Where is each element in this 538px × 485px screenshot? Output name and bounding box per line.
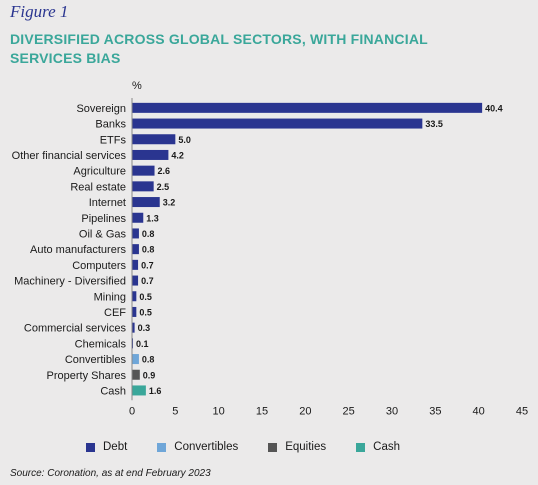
x-tick-label: 20: [299, 405, 311, 417]
bar: [132, 385, 146, 396]
category-label: Chemicals: [75, 338, 127, 350]
category-label: Agriculture: [73, 166, 126, 178]
value-label: 1.3: [146, 213, 159, 223]
category-label: Sovereign: [76, 103, 126, 115]
x-tick-label: 40: [473, 405, 485, 417]
bar: [132, 149, 169, 160]
figure-label: Figure 1: [10, 2, 69, 21]
value-label: 3.2: [163, 198, 176, 208]
category-label: Convertibles: [65, 354, 127, 366]
value-label: 0.1: [136, 339, 149, 349]
category-label: CEF: [104, 307, 126, 319]
bar: [132, 118, 423, 129]
legend-swatch: [268, 442, 278, 452]
value-label: 0.3: [138, 323, 151, 333]
category-label: ETFs: [100, 134, 127, 146]
bar: [132, 291, 137, 302]
bar: [132, 102, 483, 113]
x-tick-label: 25: [343, 405, 355, 417]
legend: Debt Convertibles Equities Cash: [86, 441, 430, 453]
value-label: 1.6: [149, 386, 162, 396]
value-label: 0.7: [141, 276, 154, 286]
legend-label: Equities: [285, 441, 327, 453]
value-label: 0.8: [142, 245, 155, 255]
legend-swatch: [86, 442, 95, 452]
category-label: Computers: [72, 260, 126, 272]
category-label: Auto manufacturers: [30, 244, 126, 256]
legend-label: Convertibles: [174, 441, 239, 453]
bar: [132, 197, 160, 208]
bar: [132, 369, 140, 380]
x-tick-label: 45: [516, 405, 528, 417]
legend-label: Cash: [373, 441, 400, 453]
legend-item: Equities: [268, 441, 326, 453]
bar: [132, 244, 139, 255]
category-label: Banks: [95, 119, 126, 131]
value-label: 0.5: [139, 307, 152, 317]
category-label: Property Shares: [47, 370, 127, 382]
x-tick-label: 5: [172, 405, 178, 417]
value-label: 40.4: [485, 103, 503, 113]
bar: [132, 165, 155, 176]
value-label: 0.7: [141, 260, 154, 270]
legend-swatch: [157, 442, 167, 452]
bar: [132, 354, 139, 365]
category-label: Real estate: [70, 181, 126, 193]
bar: [132, 181, 154, 192]
legend-item: Cash: [356, 441, 400, 453]
value-label: 0.9: [143, 370, 156, 380]
x-tick-label: 35: [429, 405, 441, 417]
value-label: 2.6: [158, 166, 171, 176]
legend-swatch: [356, 442, 366, 452]
value-label: 0.8: [142, 355, 155, 365]
value-label: 2.5: [157, 182, 170, 192]
legend-item: Convertibles: [157, 441, 238, 453]
value-label: 33.5: [425, 119, 443, 129]
category-label: Machinery - Diversified: [14, 276, 126, 288]
unit-label: %: [132, 80, 142, 92]
category-label: Mining: [94, 291, 126, 303]
value-label: 0.8: [142, 229, 155, 239]
value-label: 5.0: [178, 135, 191, 145]
value-label: 4.2: [171, 150, 184, 160]
bar: [132, 275, 139, 286]
x-tick-label: 0: [129, 405, 135, 417]
category-label: Commercial services: [24, 323, 127, 335]
bar: [132, 134, 176, 145]
bar: [132, 322, 135, 333]
x-tick-label: 30: [386, 405, 398, 417]
category-label: Other financial services: [12, 150, 127, 162]
bar: [132, 212, 144, 223]
category-label: Cash: [100, 385, 126, 397]
bar: [132, 228, 139, 239]
x-tick-label: 10: [213, 405, 225, 417]
source-note: Source: Coronation, as at end February 2…: [10, 468, 211, 479]
category-label: Pipelines: [81, 213, 126, 225]
bar: [132, 259, 139, 270]
category-label: Internet: [89, 197, 126, 209]
legend-item: Debt: [86, 441, 127, 453]
legend-label: Debt: [103, 441, 128, 453]
bar: [132, 306, 137, 317]
x-tick-label: 15: [256, 405, 268, 417]
category-label: Oil & Gas: [79, 228, 127, 240]
chart-title: DIVERSIFIED ACROSS GLOBAL SECTORS, WITH …: [10, 31, 428, 66]
value-label: 0.5: [139, 292, 152, 302]
